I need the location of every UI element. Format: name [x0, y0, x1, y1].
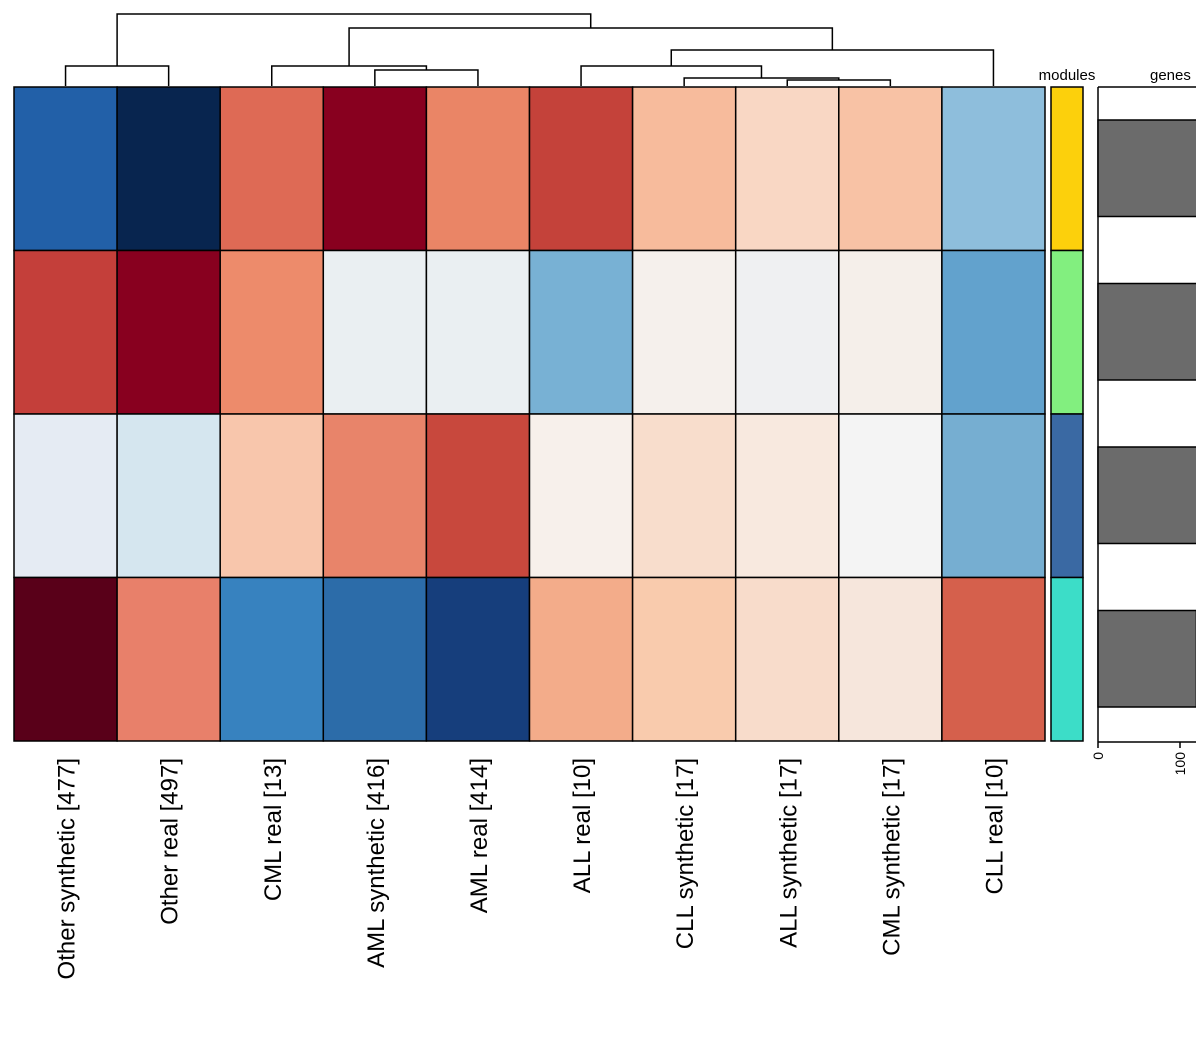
heatmap-cell — [941, 413, 1046, 579]
heatmap-cell — [219, 413, 325, 579]
genes-tick-label: 100 — [1172, 752, 1188, 776]
genes-title: genes — [1150, 67, 1191, 84]
heatmap-cell — [116, 576, 221, 742]
heatmap-cell — [13, 413, 118, 579]
heatmap-cell — [734, 86, 840, 252]
column-label: Other real [497] — [157, 758, 184, 925]
heatmap-cell — [734, 413, 840, 579]
heatmap-cell — [631, 86, 737, 252]
column-label: CML real [13] — [260, 758, 287, 901]
heatmap-cell — [838, 413, 943, 579]
dendrogram-branch — [683, 77, 840, 86]
heatmap-cell — [528, 86, 634, 252]
heatmap-cell — [631, 576, 737, 742]
heatmap-cell — [219, 576, 325, 742]
dendrogram-branch — [580, 65, 763, 86]
heatmap-cell — [838, 576, 943, 742]
heatmap-cell — [631, 249, 737, 415]
heatmap-cell — [116, 86, 221, 252]
heatmap-cell — [219, 86, 325, 252]
modules-title: modules — [1039, 67, 1096, 84]
dendrogram-branch — [116, 13, 592, 66]
heatmap-cell — [838, 86, 943, 252]
column-label: AML real [414] — [466, 758, 493, 913]
heatmap-cell — [425, 576, 531, 742]
genes-bar — [1097, 119, 1196, 218]
column-labels: Other synthetic [477] Other real [497] CML… — [54, 758, 1009, 979]
heatmap-cell — [322, 413, 428, 579]
heatmap-cell — [734, 249, 840, 415]
column-label: CML synthetic [17] — [878, 758, 905, 956]
dendrogram-branch — [374, 69, 479, 86]
dendrogram-branch — [786, 79, 892, 86]
modules-strip — [1050, 86, 1084, 742]
column-label: AML synthetic [416] — [363, 758, 390, 968]
genes-bar — [1097, 282, 1196, 381]
genes-bar — [1097, 446, 1196, 545]
column-dendrogram — [64, 13, 995, 86]
heatmap-cell — [528, 576, 634, 742]
column-label: ALL synthetic [17] — [775, 758, 802, 948]
genes-bar — [1097, 609, 1196, 708]
heatmap-cell — [219, 249, 325, 415]
heatmap-cell — [13, 249, 118, 415]
column-label: ALL real [10] — [569, 758, 596, 893]
heatmap-cell — [528, 249, 634, 415]
heatmap-cell — [941, 576, 1046, 742]
genes-barplot: 0100200 — [1090, 86, 1196, 776]
dendrogram-branch — [348, 27, 834, 66]
column-label: CLL synthetic [17] — [672, 758, 699, 949]
heatmap-cell — [322, 249, 428, 415]
heatmap-cell — [116, 413, 221, 579]
heatmap-cell — [425, 413, 531, 579]
heatmap-cell — [631, 413, 737, 579]
module-color-cell — [1050, 413, 1084, 579]
module-color-cell — [1050, 576, 1084, 742]
heatmap-cell — [838, 249, 943, 415]
heatmap-cell — [425, 249, 531, 415]
dendrogram-branch — [64, 65, 170, 86]
dendrogram-branch — [271, 65, 428, 86]
heatmap-cell — [734, 576, 840, 742]
column-label: CLL real [10] — [981, 758, 1008, 895]
heatmap-cell — [322, 86, 428, 252]
heatmap-cell — [941, 86, 1046, 252]
column-label: Other synthetic [477] — [54, 758, 81, 979]
heatmap-cell — [528, 413, 634, 579]
heatmap-cell — [322, 576, 428, 742]
heatmap-cell — [13, 576, 118, 742]
module-color-cell — [1050, 86, 1084, 252]
heatmap-cell — [13, 86, 118, 252]
heatmap-cells — [13, 86, 1046, 742]
heatmap-cell — [425, 86, 531, 252]
heatmap-cell — [116, 249, 221, 415]
module-color-cell — [1050, 249, 1084, 415]
heatmap-cell — [941, 249, 1046, 415]
genes-tick-label: 0 — [1090, 752, 1106, 760]
